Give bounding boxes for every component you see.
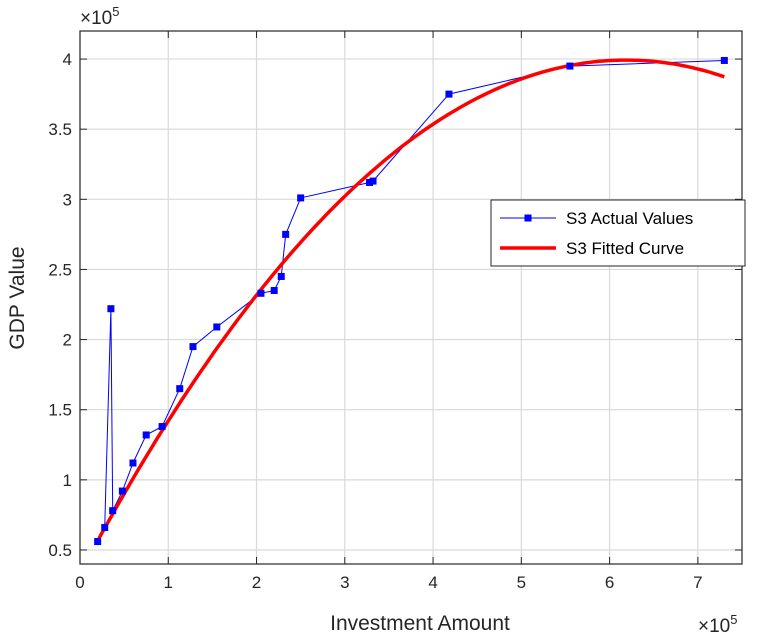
- actual-value-point: [176, 385, 184, 393]
- actual-value-point: [94, 538, 102, 546]
- x-axis-title: Investment Amount: [330, 612, 510, 635]
- y-tick-label: 1.5: [48, 401, 72, 420]
- actual-value-point: [369, 177, 377, 185]
- plot-frame: [79, 30, 743, 565]
- series-area: [94, 56, 728, 546]
- actual-value-point: [270, 286, 278, 294]
- actual-value-point: [213, 323, 221, 331]
- y-exponent-label: ×105: [80, 4, 119, 29]
- y-tick-label: 0.5: [48, 541, 72, 560]
- actual-value-point: [107, 305, 115, 313]
- actual-value-point: [189, 343, 197, 351]
- legend-label-actual: S3 Actual Values: [566, 209, 693, 228]
- y-tick-label: 2: [63, 331, 72, 350]
- x-tick-label: 7: [693, 573, 702, 592]
- actual-value-point: [277, 272, 285, 280]
- actual-value-point: [158, 423, 166, 431]
- actual-value-point: [282, 230, 290, 238]
- x-exponent-power: 5: [730, 612, 737, 627]
- actual-value-point: [101, 524, 109, 532]
- x-tick-label: 3: [340, 573, 349, 592]
- actual-value-point: [297, 194, 305, 202]
- actual-value-point: [445, 90, 453, 98]
- actual-value-point: [118, 487, 126, 495]
- x-tick-label: 4: [428, 573, 437, 592]
- y-tick-label: 3: [63, 190, 72, 209]
- grid: [79, 31, 742, 564]
- actual-value-point: [109, 507, 117, 515]
- actual-value-point: [142, 431, 150, 439]
- legend-label-fitted: S3 Fitted Curve: [566, 239, 684, 258]
- y-tick-label: 4: [63, 50, 72, 69]
- y-tick-label: 2.5: [48, 260, 72, 279]
- x-tick-label: 6: [605, 573, 614, 592]
- actual-value-point: [720, 56, 728, 64]
- x-tick-label: 1: [164, 573, 173, 592]
- legend-box: [490, 199, 746, 267]
- x-tick-label: 2: [252, 573, 261, 592]
- x-exponent-label: ×105: [698, 612, 737, 637]
- ticks: 0 1 2 3 4 5 6 7 0.5 1 1.5 2 2.5 3 3.5 4: [48, 31, 742, 592]
- y-axis-title: GDP Value: [6, 246, 29, 349]
- y-tick-label: 1: [63, 471, 72, 490]
- x-tick-label: 5: [517, 573, 526, 592]
- y-tick-label: 3.5: [48, 120, 72, 139]
- actual-values-line: [97, 60, 725, 542]
- legend: S3 Actual Values S3 Fitted Curve: [490, 199, 746, 267]
- legend-marker-actual: [524, 214, 532, 222]
- actual-value-point: [129, 459, 137, 467]
- fitted-curve-line: [96, 58, 725, 542]
- actual-value-point: [566, 62, 574, 70]
- x-tick-label: 0: [75, 573, 84, 592]
- actual-value-point: [366, 178, 374, 186]
- actual-value-point: [257, 289, 265, 297]
- y-exponent-power: 5: [112, 4, 119, 19]
